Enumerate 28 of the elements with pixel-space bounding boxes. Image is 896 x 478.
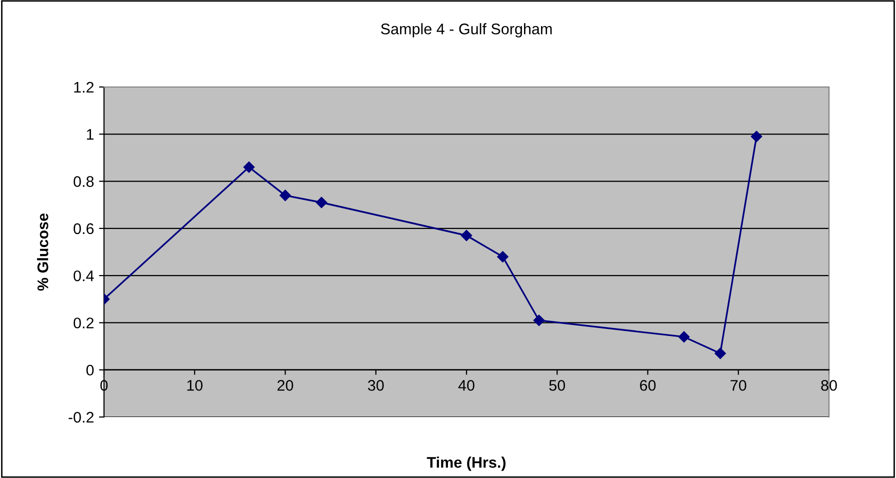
y-tick-label: 0.6 xyxy=(74,223,94,234)
y-tick-label: 1.2 xyxy=(74,82,94,93)
point xyxy=(497,251,508,262)
point xyxy=(243,162,255,173)
y-tick-label: 0.8 xyxy=(74,176,94,187)
x-axis-title: Time (Hrs.) xyxy=(426,456,506,471)
x-tick-label: 60 xyxy=(640,380,656,391)
x-tick-label: 40 xyxy=(458,380,474,391)
x-tick-label: 30 xyxy=(368,380,384,391)
y-axis-title: % Glucose xyxy=(37,213,48,291)
x-tick-label: 20 xyxy=(278,380,294,391)
point xyxy=(750,130,762,142)
x-tick-label: 50 xyxy=(549,380,566,391)
x-tick-label: 10 xyxy=(187,380,203,391)
y-tick-label: 0.4 xyxy=(74,270,94,282)
y-tick-label: 0.2 xyxy=(74,318,94,328)
x-tick-label: 80 xyxy=(821,380,837,391)
y-tick-label: -0.2 xyxy=(68,412,94,423)
point xyxy=(533,314,545,326)
point xyxy=(280,190,291,202)
point xyxy=(714,348,726,359)
x-tick-label: 70 xyxy=(730,380,746,391)
point xyxy=(460,230,472,242)
y-tick-label: 1 xyxy=(86,129,94,140)
chart-title: Sample 4 - Gulf Sorgham xyxy=(381,23,552,38)
point xyxy=(316,196,328,208)
point xyxy=(678,331,690,342)
y-tick-label: 0 xyxy=(86,364,94,376)
